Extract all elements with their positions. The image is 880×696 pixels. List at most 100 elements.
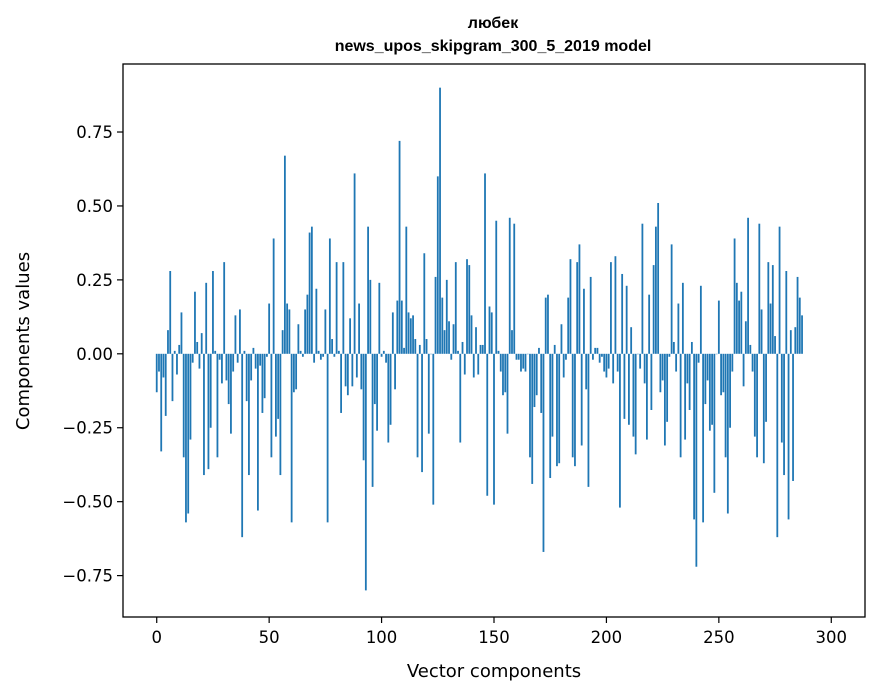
bar [771, 265, 774, 354]
bar [511, 330, 513, 354]
bar [733, 238, 736, 354]
bar [340, 353, 342, 413]
bar [299, 350, 302, 354]
bars-group [155, 87, 803, 591]
bar [292, 353, 295, 393]
bar [158, 353, 160, 372]
bar [245, 353, 248, 402]
bar [603, 353, 606, 372]
bar [243, 350, 246, 354]
bar [457, 350, 459, 354]
bar [576, 262, 579, 354]
bar [571, 353, 574, 458]
bar [317, 350, 320, 354]
bar [504, 353, 507, 393]
bar [407, 312, 410, 354]
bar [427, 353, 430, 434]
bar [574, 353, 576, 467]
bar [612, 353, 615, 384]
bar [495, 220, 498, 354]
bar [443, 330, 446, 354]
bar [798, 297, 801, 354]
bar [711, 353, 713, 425]
bar [232, 353, 235, 372]
bar [164, 353, 167, 416]
bar [641, 223, 644, 354]
bar [436, 176, 439, 354]
bar [758, 223, 761, 354]
bar [553, 344, 556, 354]
bar [580, 353, 583, 446]
bar [751, 353, 754, 372]
bar [594, 347, 597, 354]
bar [789, 330, 792, 354]
bar [380, 353, 383, 357]
bar [394, 353, 396, 390]
bar [454, 262, 457, 354]
bar [173, 350, 176, 354]
bar [212, 271, 214, 354]
bar [515, 353, 518, 360]
bar [587, 353, 590, 487]
bar [596, 347, 599, 354]
x-tick-label: 150 [478, 628, 510, 647]
bar [560, 324, 563, 354]
bar [441, 297, 444, 354]
bar [189, 353, 192, 440]
bar [369, 279, 372, 354]
bar [326, 353, 329, 523]
bar [774, 336, 776, 354]
bar [646, 353, 648, 440]
bar [288, 309, 291, 354]
bar [227, 353, 230, 405]
bar [639, 353, 642, 369]
bar [778, 226, 781, 354]
bar [344, 353, 347, 387]
bar [549, 353, 552, 479]
bar [333, 353, 336, 357]
bar [279, 353, 282, 476]
bar [659, 353, 662, 393]
bar [760, 309, 763, 354]
x-tick-label: 100 [366, 628, 398, 647]
bar [765, 353, 767, 422]
bar [209, 353, 212, 428]
bar [207, 353, 210, 470]
bar [726, 353, 729, 514]
bar [708, 353, 711, 431]
bar [178, 344, 181, 354]
bar [472, 353, 475, 378]
bar [391, 312, 394, 354]
bar [690, 341, 693, 354]
bar [556, 353, 558, 467]
plot-frame [122, 63, 866, 618]
bar [362, 353, 365, 461]
bar [657, 202, 660, 354]
bar [315, 288, 318, 354]
bar [508, 217, 511, 354]
bar [643, 353, 646, 384]
bar [250, 353, 253, 381]
chart-subtitle: news_upos_skipgram_300_5_2019 model [335, 38, 652, 55]
x-tick-label: 200 [591, 628, 623, 647]
bar [205, 282, 208, 354]
bar [396, 300, 399, 354]
bar [787, 353, 790, 520]
bar [663, 353, 666, 446]
bar [585, 353, 588, 390]
bar [601, 353, 603, 357]
bar [756, 353, 758, 458]
bar [610, 262, 612, 354]
y-tick-label: 0.25 [76, 271, 113, 290]
bar [162, 353, 165, 378]
bar [762, 353, 765, 464]
bar [780, 353, 783, 443]
bar [801, 315, 803, 354]
bar [167, 330, 169, 354]
bar [418, 344, 421, 354]
bar [187, 353, 190, 514]
bar [385, 353, 387, 363]
bar [625, 285, 628, 354]
bar [461, 341, 464, 354]
y-tick-label: −0.25 [62, 419, 113, 438]
